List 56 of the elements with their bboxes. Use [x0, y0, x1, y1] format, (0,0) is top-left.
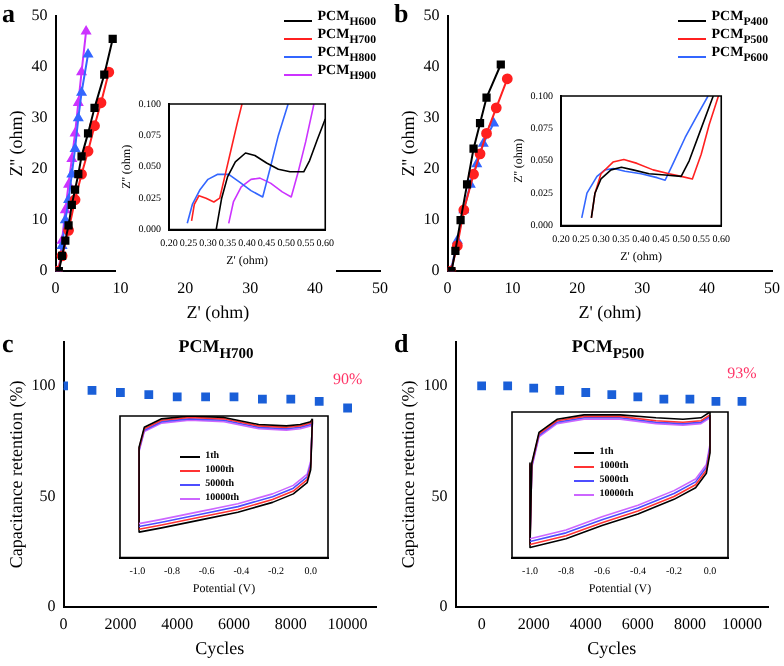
y-axis-title: Capacitance retention (%)	[397, 380, 418, 569]
x-tick-label: 6000	[621, 614, 654, 633]
x-tick-label: 50	[372, 278, 388, 297]
y-tick-label: 10	[31, 210, 48, 229]
x-tick-label: 30	[242, 278, 259, 297]
x-tick-label: 0	[477, 614, 486, 633]
x-tick-label: 10000	[327, 614, 368, 633]
x-tick-label: 8000	[673, 614, 706, 633]
y-tick-label: 50	[431, 486, 448, 505]
x-tick-label: 20	[177, 278, 194, 297]
y-tick-label: 50	[31, 6, 48, 25]
y-tick-label: 50	[39, 486, 56, 505]
text: a	[2, 0, 15, 30]
y-axis-title: Z'' (ohm)	[5, 110, 26, 177]
x-axis-title: Cycles	[587, 637, 638, 658]
y-tick-label: 100	[31, 376, 56, 395]
y-tick-label: 30	[31, 108, 48, 127]
chart-title: PCM$_{P500}$	[571, 336, 645, 362]
x-tick-label: 0	[59, 614, 68, 633]
y-tick-label: 40	[423, 57, 440, 76]
text: d	[394, 328, 409, 360]
x-tick-label: 40	[307, 278, 324, 297]
x-tick-label: 8000	[274, 614, 307, 633]
x-tick-label: 4000	[161, 614, 194, 633]
x-tick-label: 10000	[721, 614, 762, 633]
x-axis-title: Z' (ohm)	[186, 301, 250, 322]
x-tick-label: 20	[569, 278, 586, 297]
annotation: 93%	[727, 363, 758, 382]
y-tick-label: 20	[31, 159, 48, 178]
x-tick-label: 30	[634, 278, 651, 297]
y-tick-label: 30	[423, 108, 440, 127]
x-axis-title: Cycles	[195, 637, 246, 658]
y-tick-label: 50	[423, 6, 440, 25]
y-tick-label: 0	[431, 261, 440, 280]
x-tick-label: 2000	[517, 614, 550, 633]
x-axis-title: Z' (ohm)	[578, 301, 642, 322]
y-tick-label: 0	[39, 261, 48, 280]
text: c	[2, 328, 14, 360]
y-tick-label: 20	[423, 159, 440, 178]
y-axis-title: Z'' (ohm)	[397, 110, 418, 177]
y-tick-label: 10	[423, 210, 440, 229]
x-tick-label: 2000	[104, 614, 137, 633]
y-tick-label: 0	[47, 597, 56, 616]
annotation: 90%	[332, 370, 363, 389]
text: b	[394, 0, 409, 30]
y-tick-label: 0	[439, 597, 448, 616]
y-tick-label: 40	[31, 57, 48, 76]
x-tick-label: 40	[699, 278, 716, 297]
chart-title: PCM$_{H700}$	[178, 336, 254, 362]
y-tick-label: 100	[423, 376, 448, 395]
x-tick-label: 10	[112, 278, 129, 297]
x-tick-label: 6000	[218, 614, 250, 633]
y-axis-title: Capacitance retention (%)	[5, 380, 26, 569]
x-tick-label: 50	[764, 278, 780, 297]
x-tick-label: 10	[504, 278, 521, 297]
x-tick-label: 4000	[569, 614, 602, 633]
